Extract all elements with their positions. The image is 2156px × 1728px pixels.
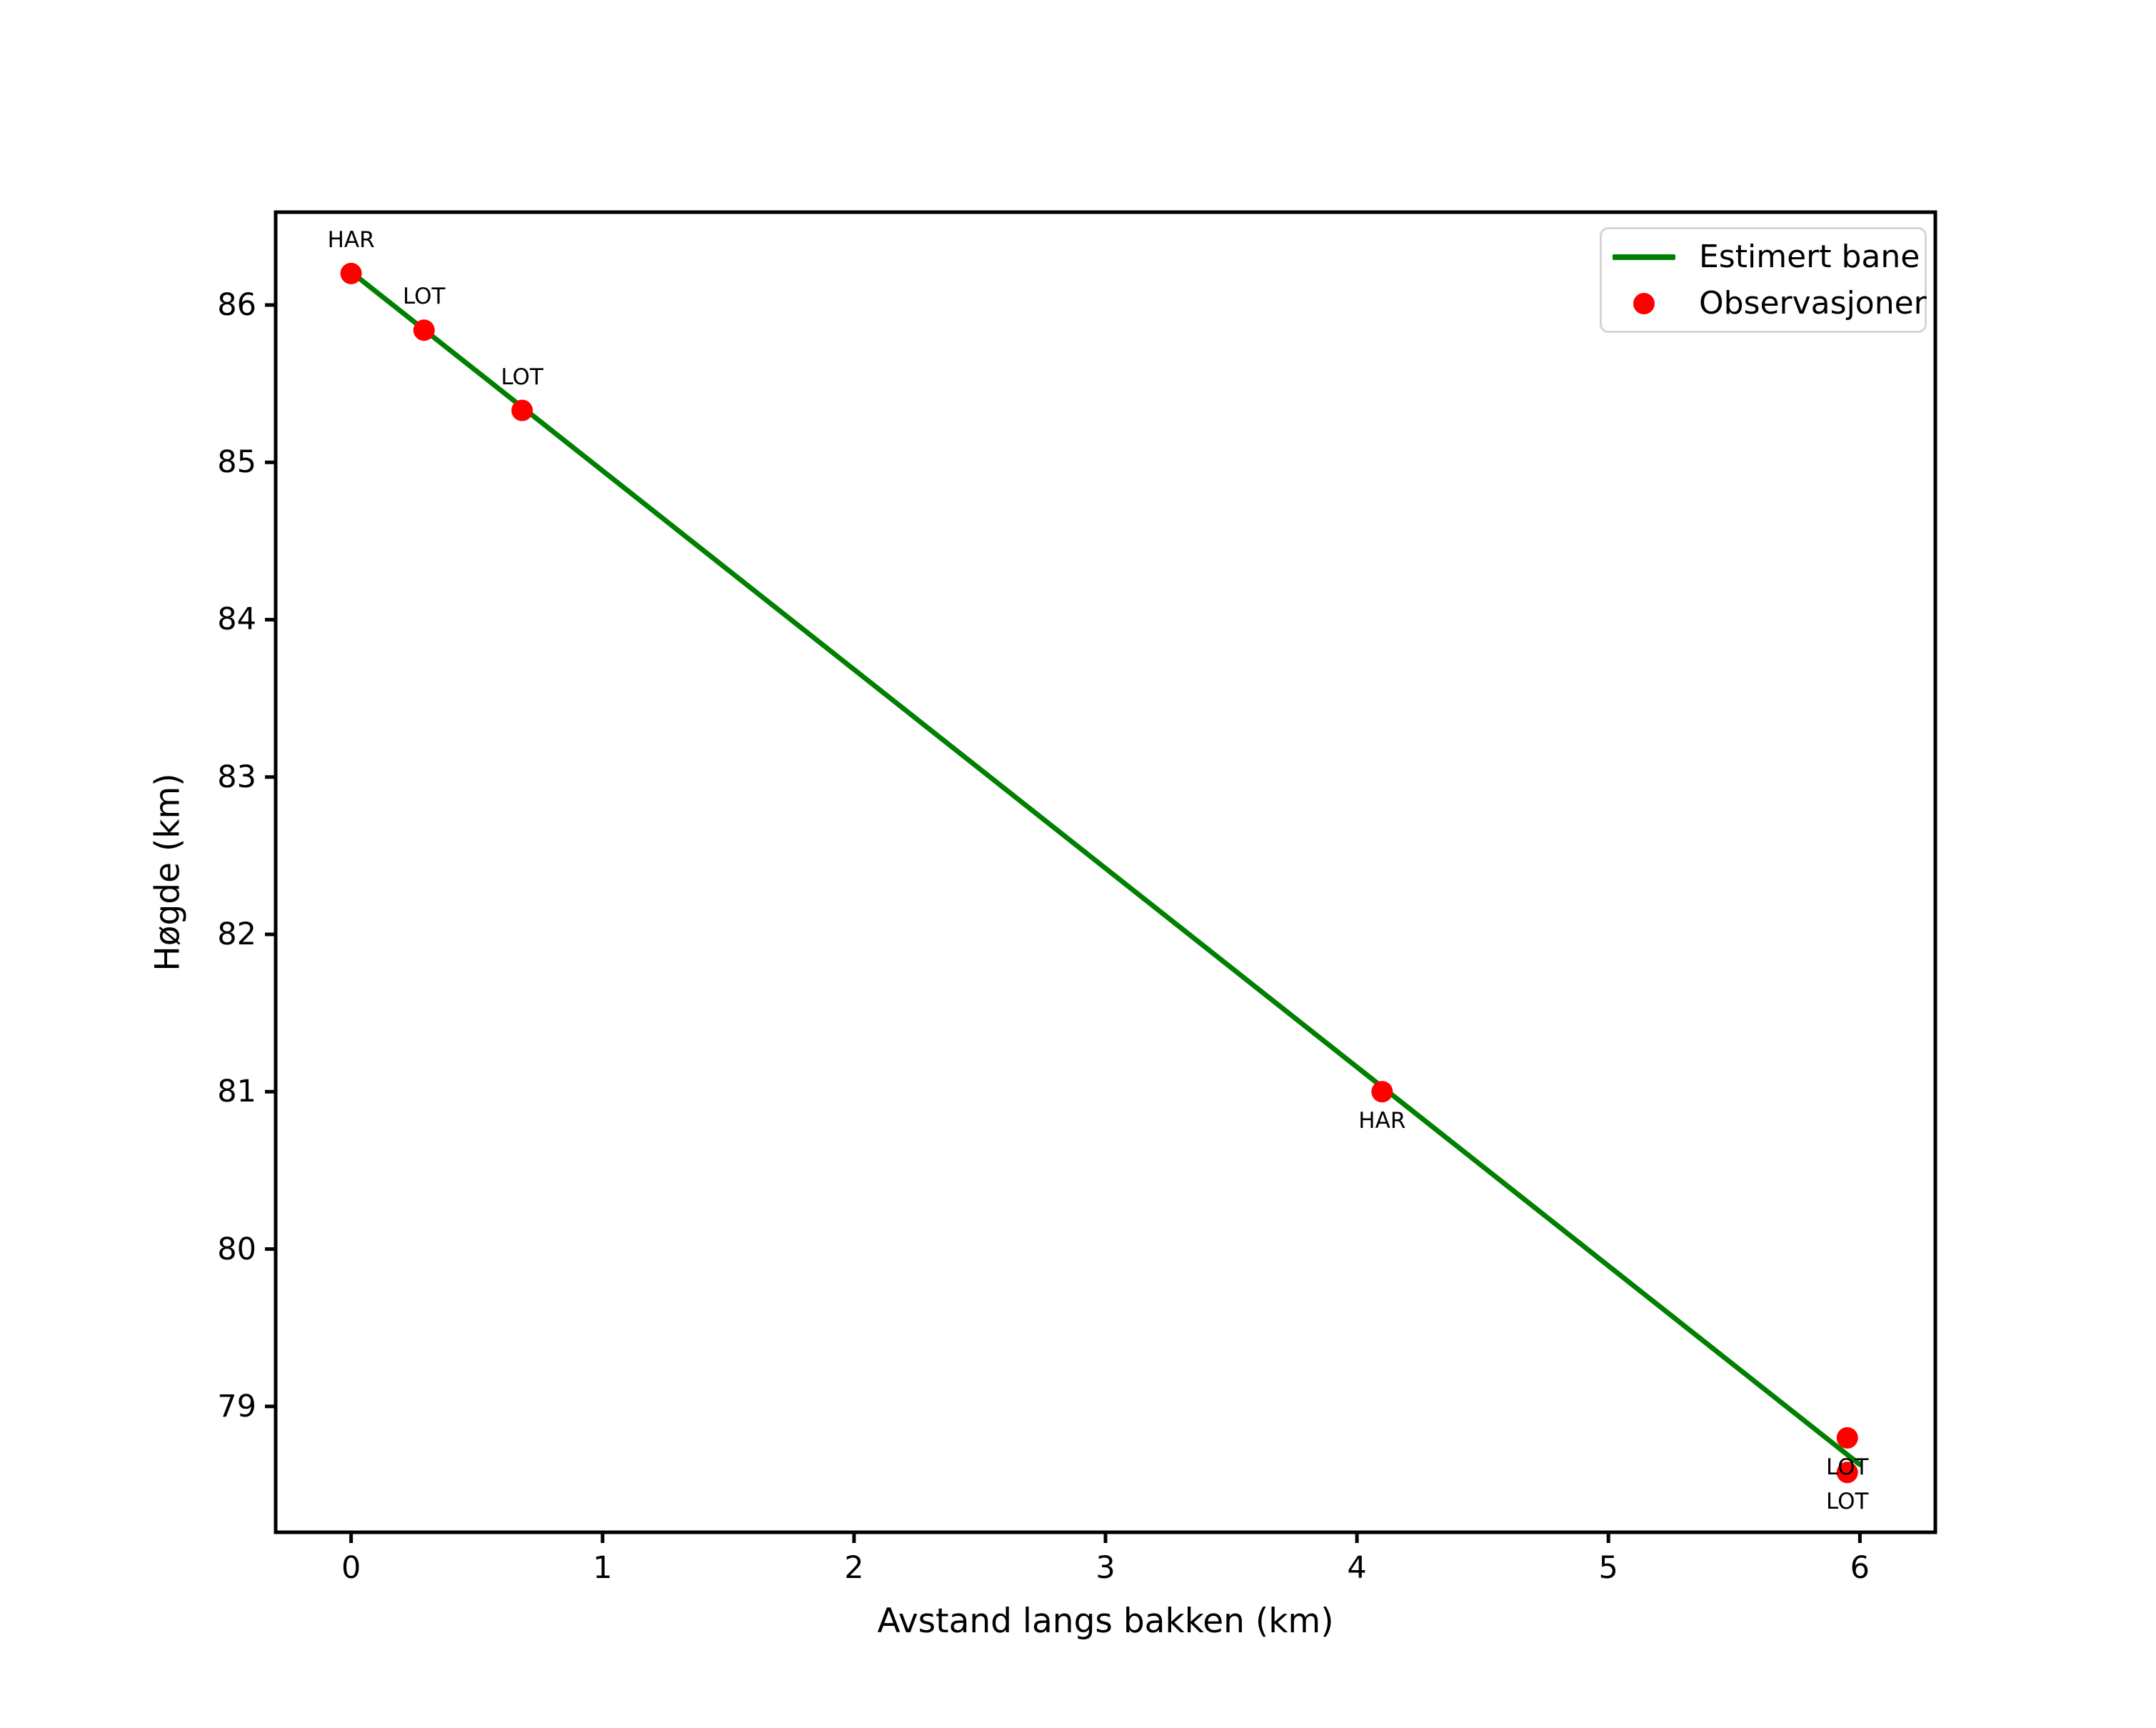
x-tick-label: 6	[1850, 1550, 1870, 1586]
legend-swatch-box	[1602, 254, 1686, 260]
observation-point	[340, 262, 362, 284]
y-tick-label: 80	[217, 1231, 256, 1267]
x-tick-label: 1	[593, 1550, 613, 1586]
observation-point	[413, 319, 435, 341]
legend-entry-marker: Observasjoner	[1602, 280, 1927, 326]
x-tick-label: 4	[1347, 1550, 1367, 1586]
y-tick-label: 85	[217, 444, 256, 481]
x-tick-label: 2	[844, 1550, 864, 1586]
observation-point	[1836, 1427, 1858, 1449]
y-tick-label: 79	[217, 1388, 256, 1424]
point-annotation: LOT	[1825, 1454, 1869, 1480]
dot-swatch-icon	[1633, 292, 1655, 314]
legend-swatch-box	[1602, 292, 1686, 314]
observation-point	[1836, 1462, 1858, 1484]
x-tick-label: 5	[1598, 1550, 1618, 1586]
x-tick-label: 0	[341, 1550, 361, 1586]
y-tick-label: 81	[217, 1074, 256, 1110]
y-tick-label: 82	[217, 917, 256, 952]
point-annotation: HAR	[1358, 1108, 1406, 1134]
x-tick-label: 3	[1095, 1550, 1115, 1586]
y-tick-label: 83	[217, 759, 256, 795]
point-annotation: HAR	[327, 226, 375, 253]
legend-label-line: Estimert bane	[1699, 239, 1920, 275]
observation-point	[511, 399, 533, 421]
trajectory-line	[349, 269, 1862, 1467]
x-axis-label: Avstand langs bakken (km)	[877, 1602, 1334, 1641]
legend-label-marker: Observasjoner	[1699, 285, 1927, 321]
legend-entry-line: Estimert bane	[1602, 234, 1925, 280]
point-annotation: LOT	[1825, 1489, 1869, 1515]
point-annotation: LOT	[501, 364, 543, 390]
y-tick-label: 84	[217, 601, 256, 638]
point-annotation: LOT	[402, 284, 446, 310]
legend: Estimert bane Observasjoner	[1600, 227, 1927, 333]
y-tick-label: 86	[217, 286, 256, 323]
observation-point	[1371, 1081, 1393, 1103]
line-swatch-icon	[1613, 254, 1675, 260]
